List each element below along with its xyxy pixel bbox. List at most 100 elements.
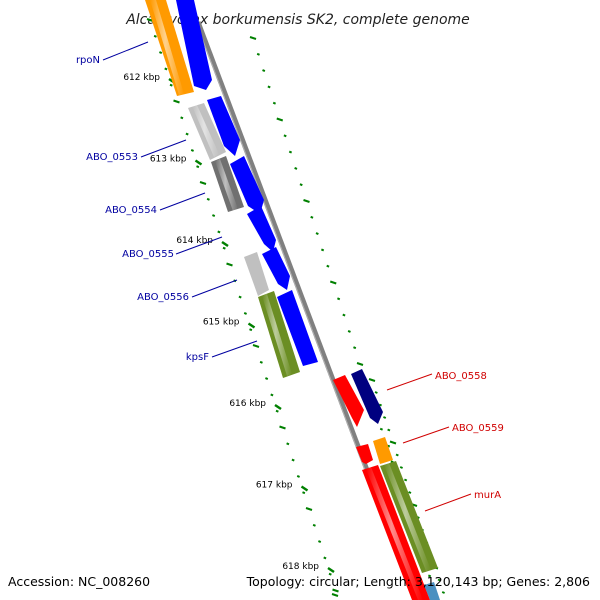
map-title: Alcanivorax borkumensis SK2, complete ge… <box>125 12 470 28</box>
tick-mark-major <box>327 566 335 574</box>
tick-mark-minor <box>378 403 382 407</box>
tick-mark-minor <box>276 117 284 122</box>
tick-mark-minor <box>212 214 216 218</box>
gene-arrow-rpon <box>176 0 212 90</box>
tick-mark-minor <box>318 540 322 544</box>
tick-mark-minor <box>337 297 341 301</box>
tick-mark-minor <box>427 574 432 578</box>
tick-mark-major <box>194 159 203 166</box>
tick-mark-minor <box>262 69 266 73</box>
tick-label: 617 kbp <box>256 481 293 491</box>
tick-mark-major <box>300 485 309 492</box>
gene-features <box>145 0 440 600</box>
tick-label: 612 kbp <box>123 73 160 83</box>
gene-arrow-abo0553 <box>207 96 240 156</box>
gene-block-abo0556 <box>244 252 269 296</box>
tick-label: 614 kbp <box>176 236 213 246</box>
tick-mark-major <box>274 403 282 411</box>
tick-mark-minor <box>288 150 293 154</box>
tick-mark-minor <box>270 393 274 397</box>
tick-mark-minor <box>331 593 339 597</box>
tick-mark-minor <box>243 311 247 315</box>
tick-label: 616 kbp <box>229 399 266 409</box>
tick-mark-minor <box>404 478 408 482</box>
label-leaders <box>102 41 472 512</box>
tick-mark-minor <box>256 52 260 56</box>
tick-mark-minor <box>275 409 279 413</box>
gene-label-mura[interactable]: murA <box>474 490 501 501</box>
gene-block-mura-blue <box>424 582 440 600</box>
gene-label-abo0556[interactable]: ABO_0556 <box>137 292 189 303</box>
tick-mark-minor <box>222 246 226 250</box>
tick-mark-minor <box>294 166 298 170</box>
tick-mark-minor <box>315 232 319 236</box>
gene-label-abo0559[interactable]: ABO_0559 <box>452 423 504 434</box>
tick-mark-minor <box>291 458 295 462</box>
tick-mark-minor <box>159 51 163 55</box>
tick-mark-minor <box>238 295 242 299</box>
tick-mark-minor <box>395 453 399 457</box>
tick-mark-major <box>221 240 229 248</box>
tick-mark-minor <box>286 442 290 446</box>
gene-arrow-abo0558-red <box>333 375 364 427</box>
tick-mark-minor <box>323 556 327 560</box>
tick-mark-minor <box>272 101 276 105</box>
tick-mark-minor <box>180 116 184 120</box>
tick-mark-minor <box>437 578 441 582</box>
tick-label: 618 kbp <box>282 562 319 572</box>
tick-mark-minor <box>353 346 357 350</box>
tick-mark-minor <box>441 591 445 594</box>
tick-mark-minor <box>283 134 287 138</box>
tick-mark-minor <box>206 197 210 201</box>
tick-mark-minor <box>387 428 391 432</box>
tick-mark-minor <box>374 391 378 394</box>
tick-mark-minor <box>342 313 346 317</box>
tick-mark-minor <box>164 67 168 71</box>
gene-arrow-abo0554 <box>230 156 264 214</box>
tick-mark-minor <box>279 425 286 430</box>
tick-mark-minor <box>368 378 376 382</box>
tick-mark-minor <box>399 466 403 469</box>
tick-mark-minor <box>169 83 173 87</box>
tick-mark-minor <box>265 377 269 381</box>
tick-mark-minor <box>310 215 314 219</box>
tick-mark-minor <box>217 230 221 234</box>
gene-arrow-abo0555 <box>247 206 276 252</box>
tick-mark-minor <box>383 416 387 419</box>
tick-mark-minor <box>303 199 310 203</box>
gene-arrow-abo0558-navy <box>351 369 383 424</box>
accession-label: Accession: NC_008260 <box>8 574 150 589</box>
gene-label-abo0553[interactable]: ABO_0553 <box>86 152 138 163</box>
gene-label-abo0555[interactable]: ABO_0555 <box>122 249 174 260</box>
tick-mark-minor <box>249 328 253 332</box>
gene-label-rpon[interactable]: rpoN <box>76 55 100 66</box>
gene-label-abo0558[interactable]: ABO_0558 <box>435 371 487 382</box>
gene-arrow-abo0556 <box>262 247 290 290</box>
tick-mark-minor <box>226 262 233 267</box>
gene-label-abo0554[interactable]: ABO_0554 <box>105 205 157 216</box>
tick-mark-minor <box>320 248 325 252</box>
tick-mark-minor <box>389 440 397 445</box>
tick-mark-minor <box>356 362 364 366</box>
tick-mark-minor <box>199 181 207 185</box>
tick-mark-minor <box>408 491 412 494</box>
tick-mark-minor <box>173 99 180 104</box>
tick-label: 613 kbp <box>150 155 187 165</box>
tick-mark-minor <box>328 572 332 576</box>
tick-mark-minor <box>252 344 260 348</box>
gene-arrow-kpsf <box>277 290 318 366</box>
tick-mark-minor <box>259 360 263 364</box>
tick-mark-minor <box>305 507 313 511</box>
tick-mark-minor <box>190 148 194 152</box>
tick-label: 615 kbp <box>203 318 240 328</box>
gene-block-abo0559 <box>373 437 393 464</box>
tick-mark-minor <box>312 523 316 527</box>
tick-mark-minor <box>196 165 200 169</box>
gene-label-kpsf[interactable]: kpsF <box>186 352 209 363</box>
tick-mark-minor <box>302 491 306 495</box>
genome-summary: Topology: circular; Length: 3,120,143 bp… <box>246 574 590 589</box>
gene-labels: rpoN ABO_0553 ABO_0554 ABO_0555 ABO_0556 kpsF… <box>76 55 504 501</box>
tick-mark-minor <box>379 427 383 431</box>
tick-mark-minor <box>299 183 303 187</box>
